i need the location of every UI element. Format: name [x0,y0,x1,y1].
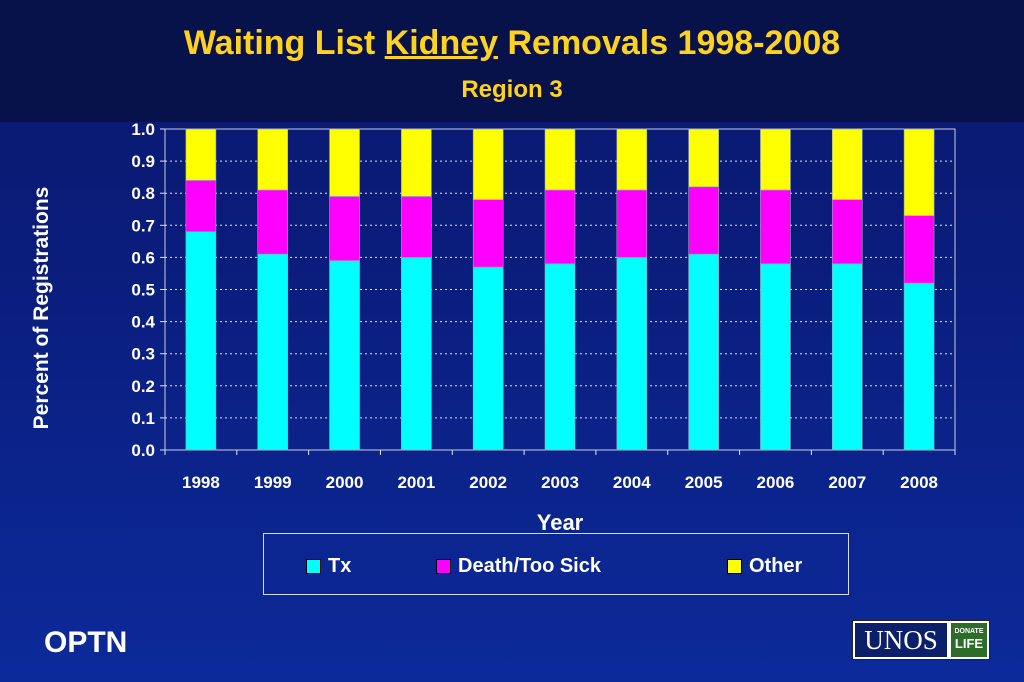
optn-label: OPTN [44,626,128,659]
y-tick-label: 0.3 [131,345,155,364]
bar-death-too-sick-2007 [831,199,863,265]
x-tick-label: 2003 [541,473,579,492]
bar-tx-2004 [616,257,648,451]
bar-other-1998 [185,128,217,181]
legend-item-other: Other [727,555,802,578]
bar-death-too-sick-1998 [185,180,217,233]
bar-tx-1999 [257,253,289,451]
x-tick-label: 2001 [397,473,435,492]
y-axis-label: Percent of Registrations [30,186,53,430]
legend-label-tx: Tx [328,555,352,577]
bar-death-too-sick-2008 [903,215,935,284]
bar-tx-2005 [688,253,719,451]
y-tick-label: 0.0 [131,441,155,460]
x-tick-label: 1999 [254,473,292,492]
legend-swatch-death [436,559,451,574]
donate-text: DONATE [954,628,984,635]
title-band [0,0,1024,122]
legend-label-death: Death/Too Sick [458,555,601,577]
bar-other-2005 [688,128,719,188]
x-tick-label: 2007 [828,473,866,492]
x-tick-label: 2002 [469,473,507,492]
bar-other-2001 [401,128,432,197]
y-tick-label: 0.7 [131,216,155,235]
x-tick-label: 2004 [613,473,651,492]
unos-donate-life-logo: UNOS DONATE LIFE [852,620,990,660]
bar-tx-2003 [544,263,576,451]
bar-other-2007 [831,128,863,200]
legend-item-tx: Tx [306,555,351,578]
bar-tx-2007 [831,263,863,451]
bar-tx-2000 [329,260,360,451]
y-tick-label: 0.1 [131,409,155,428]
x-tick-label: 2008 [900,473,938,492]
y-tick-label: 0.8 [131,184,155,203]
x-axis-label: Year [536,510,584,535]
x-tick-label: 2006 [757,473,795,492]
bar-other-2006 [760,128,791,191]
y-tick-label: 1.0 [131,120,155,139]
legend-item-death: Death/Too Sick [436,555,601,578]
y-tick-label: 0.6 [131,248,155,267]
bar-death-too-sick-2002 [472,199,504,268]
bar-death-too-sick-2005 [688,186,719,255]
y-tick-label: 0.5 [131,281,155,300]
y-tick-label: 0.9 [131,152,155,171]
bar-other-2003 [544,128,576,191]
chart-title: Waiting List Kidney Removals 1998-2008 [0,24,1024,63]
bar-death-too-sick-2004 [616,189,648,258]
bar-other-2008 [903,128,935,216]
title-text-underlined: Kidney [384,24,499,62]
bar-death-too-sick-1999 [257,189,289,255]
title-text-after: Removals 1998-2008 [498,24,841,62]
chart-subtitle: Region 3 [461,76,563,103]
legend-swatch-other [727,559,742,574]
bar-other-2004 [616,128,648,191]
legend: Tx Death/Too Sick Other [263,533,849,595]
title-text-before: Waiting List [183,24,385,62]
bar-death-too-sick-2001 [401,196,432,258]
bar-other-2000 [329,128,360,197]
bar-other-2002 [472,128,504,200]
bar-tx-2001 [401,257,432,451]
x-tick-label: 2005 [685,473,723,492]
bar-tx-2008 [903,282,935,451]
bar-tx-2006 [760,263,791,451]
bar-tx-2002 [472,266,504,451]
bar-death-too-sick-2003 [544,189,576,265]
legend-label-other: Other [749,555,803,577]
bar-tx-1998 [185,231,217,451]
bar-death-too-sick-2000 [329,196,360,261]
donate-life-badge: DONATE LIFE [951,623,987,657]
life-text: LIFE [954,636,984,651]
bar-other-1999 [257,128,289,191]
x-tick-label: 1998 [182,473,220,492]
unos-logo-text: UNOS [853,621,949,659]
legend-swatch-tx [306,559,321,574]
x-tick-label: 2000 [326,473,364,492]
bar-death-too-sick-2006 [760,189,791,265]
y-tick-label: 0.2 [131,377,155,396]
y-tick-label: 0.4 [131,313,155,332]
